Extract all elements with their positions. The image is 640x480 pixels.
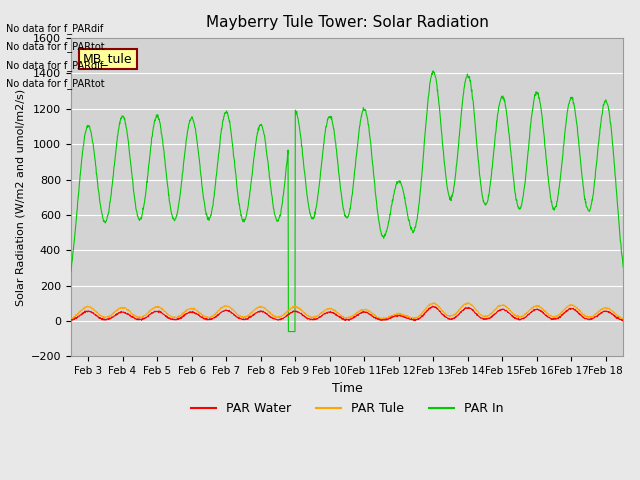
Title: Mayberry Tule Tower: Solar Radiation: Mayberry Tule Tower: Solar Radiation bbox=[205, 15, 488, 30]
Text: MB_tule: MB_tule bbox=[83, 52, 133, 65]
Text: No data for f_PARdif: No data for f_PARdif bbox=[6, 60, 104, 71]
Legend: PAR Water, PAR Tule, PAR In: PAR Water, PAR Tule, PAR In bbox=[186, 397, 508, 420]
Text: No data for f_PARtot: No data for f_PARtot bbox=[6, 78, 105, 89]
Text: No data for f_PARtot: No data for f_PARtot bbox=[6, 41, 105, 52]
Text: No data for f_PARdif: No data for f_PARdif bbox=[6, 23, 104, 34]
Y-axis label: Solar Radiation (W/m2 and umol/m2/s): Solar Radiation (W/m2 and umol/m2/s) bbox=[15, 89, 25, 306]
X-axis label: Time: Time bbox=[332, 382, 362, 395]
